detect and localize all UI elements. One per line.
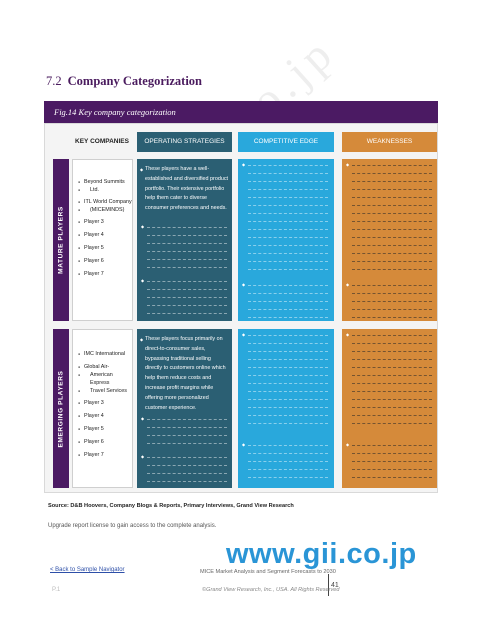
weaknesses-mature: ◆ ◆	[342, 159, 437, 321]
list-item: ITL World Company	[78, 198, 132, 206]
list-item: Player 3	[78, 218, 132, 226]
header-key-companies: KEY COMPANIES	[75, 138, 129, 145]
list-item: Player 7	[78, 451, 132, 459]
upgrade-note: Upgrade report license to gain access to…	[48, 523, 217, 529]
list-item: Player 4	[78, 231, 132, 239]
page-number: 41	[331, 582, 339, 589]
operating-strategies-mature: ◆ These players have a well-established a…	[137, 159, 232, 321]
header-weaknesses: WEAKNESSES	[342, 132, 437, 152]
list-item: Player 7	[78, 270, 132, 278]
list-item: Player 5	[78, 244, 132, 252]
page-divider	[328, 574, 329, 596]
list-item: Beyond Summits	[78, 178, 132, 186]
list-item: Player 6	[78, 257, 132, 265]
list-item: Player 6	[78, 438, 132, 446]
weaknesses-emerging: ◆ ◆	[342, 329, 437, 488]
section-title-text: Company Categorization	[67, 74, 202, 88]
list-item: Player 4	[78, 412, 132, 420]
list-item: (MICEMINDS)	[78, 206, 132, 214]
strategy-text-emerging: ◆ These players focus primarily on direct…	[140, 336, 226, 411]
list-item: Player 5	[78, 425, 132, 433]
gii-logo: www.gii.co.jp	[226, 538, 417, 570]
company-list-emerging: IMC International Global Air- American E…	[78, 350, 132, 459]
figure-caption: Fig.14 Key company categorization	[44, 101, 438, 123]
operating-strategies-emerging: ◆ These players focus primarily on direct…	[137, 329, 232, 488]
row-label-emerging: EMERGING PLAYERS	[53, 329, 69, 488]
header-operating-strategies: OPERATING STRATEGIES	[137, 132, 232, 152]
page-mark: P.1	[52, 587, 61, 593]
back-to-sample-navigator-link[interactable]: < Back to Sample Navigator	[50, 567, 125, 573]
list-item: IMC International	[78, 350, 132, 358]
list-item: Travel Services	[78, 387, 132, 395]
key-companies-emerging: IMC International Global Air- American E…	[72, 329, 133, 488]
source-note: Source: D&B Hoovers, Company Blogs & Rep…	[48, 503, 294, 509]
competitive-edge-emerging: ◆ ◆	[238, 329, 334, 488]
row-label-mature: MATURE PLAYERS	[53, 159, 69, 321]
strategy-text-mature: ◆ These players have a well-established a…	[140, 166, 229, 212]
list-item: Global Air-	[78, 363, 132, 371]
section-title: 7.2 Company Categorization	[46, 74, 202, 89]
key-companies-mature: Beyond Summits Ltd. ITL World Company (M…	[72, 159, 133, 321]
list-item: Ltd.	[78, 186, 132, 194]
header-competitive-edge: COMPETITIVE EDGE	[238, 132, 334, 152]
footer-copyright: ©Grand View Research, Inc., USA. All Rig…	[202, 587, 340, 593]
list-item: Player 3	[78, 399, 132, 407]
footer-report-title: MICE Market Analysis and Segment Forecas…	[200, 569, 336, 575]
list-item: American Express	[78, 371, 132, 387]
competitive-edge-mature: ◆ ◆	[238, 159, 334, 321]
company-list-mature: Beyond Summits Ltd. ITL World Company (M…	[78, 178, 132, 278]
section-number: 7.2	[46, 74, 62, 88]
